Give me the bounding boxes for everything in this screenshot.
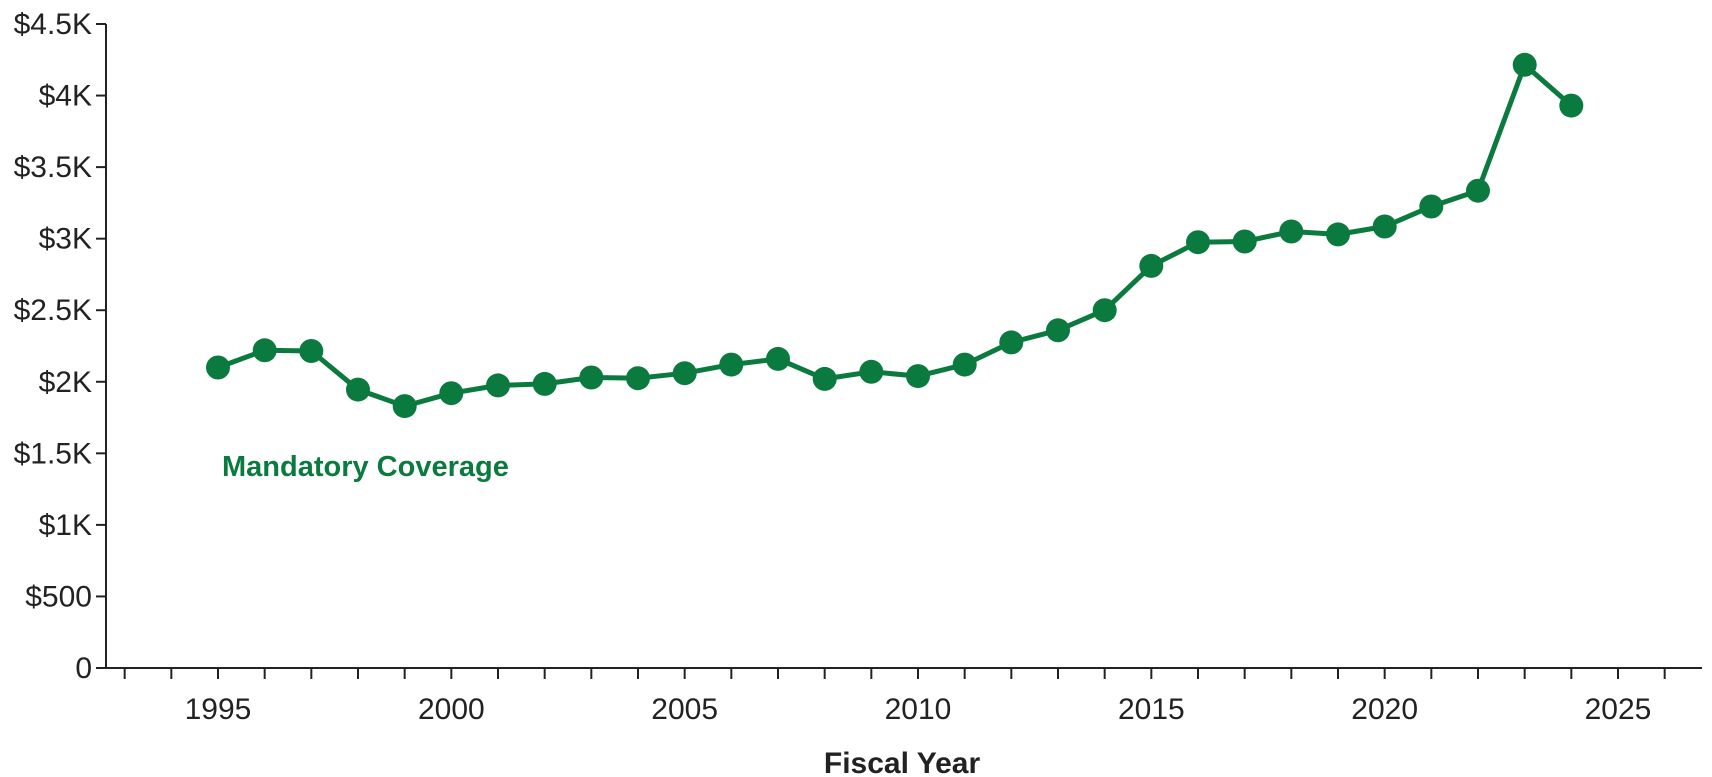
data-point [952, 352, 977, 377]
y-tick-label: $3K [39, 223, 92, 256]
series-layer [206, 52, 1584, 419]
data-point [626, 366, 650, 391]
y-tick-label: $500 [25, 580, 92, 613]
x-tick-label: 2025 [1585, 693, 1652, 726]
y-tick-label: 0 [75, 652, 92, 685]
y-tick-label: $4.5K [14, 8, 92, 41]
x-tick-label: 2020 [1351, 693, 1418, 726]
data-point [486, 373, 510, 398]
data-point [1559, 93, 1584, 118]
y-tick-label: $1.5K [14, 437, 92, 470]
data-point [766, 346, 790, 371]
data-point [392, 394, 417, 419]
x-tick-label: 1995 [185, 693, 252, 726]
data-point [1046, 318, 1070, 343]
x-tick-label: 2000 [418, 693, 485, 726]
data-point [859, 359, 884, 384]
data-point [439, 381, 464, 406]
data-point [252, 338, 277, 363]
x-axis-title: Fiscal Year [824, 747, 981, 777]
data-point [1186, 230, 1210, 255]
data-point [346, 377, 370, 402]
data-point [1372, 214, 1397, 239]
x-tick-label: 2005 [651, 693, 718, 726]
x-tick-label: 2010 [885, 693, 952, 726]
data-point [1419, 194, 1444, 219]
y-axis: 0 $500 $1K $1.5K $2K $2.5K $3K $3.5K $4K $4.5K [14, 8, 107, 685]
y-tick-label: $2.5K [14, 294, 92, 327]
data-point [812, 366, 837, 391]
data-point [1466, 178, 1490, 203]
data-point [299, 339, 324, 363]
data-point [1512, 52, 1537, 77]
series-line [215, 62, 1574, 409]
data-point [532, 371, 557, 396]
y-tick-label: $3.5K [14, 151, 92, 184]
data-point [719, 352, 744, 377]
data-point [206, 355, 230, 380]
data-point [1326, 222, 1350, 247]
x-axis: 1995 2000 2005 2010 2015 2020 2025 [106, 667, 1702, 726]
y-tick-label: $1K [39, 509, 92, 542]
y-tick-label: $4K [39, 80, 92, 113]
x-tick-label: 2015 [1118, 693, 1185, 726]
data-point [672, 361, 697, 386]
data-point [1139, 253, 1164, 278]
data-point [1092, 298, 1117, 323]
data-point [999, 330, 1024, 355]
y-tick-label: $2K [39, 366, 92, 399]
data-point [1279, 219, 1304, 244]
data-point [1232, 229, 1257, 254]
series-label-mandatory-coverage: Mandatory Coverage [222, 451, 509, 483]
data-point [579, 365, 604, 390]
data-point [906, 364, 930, 389]
